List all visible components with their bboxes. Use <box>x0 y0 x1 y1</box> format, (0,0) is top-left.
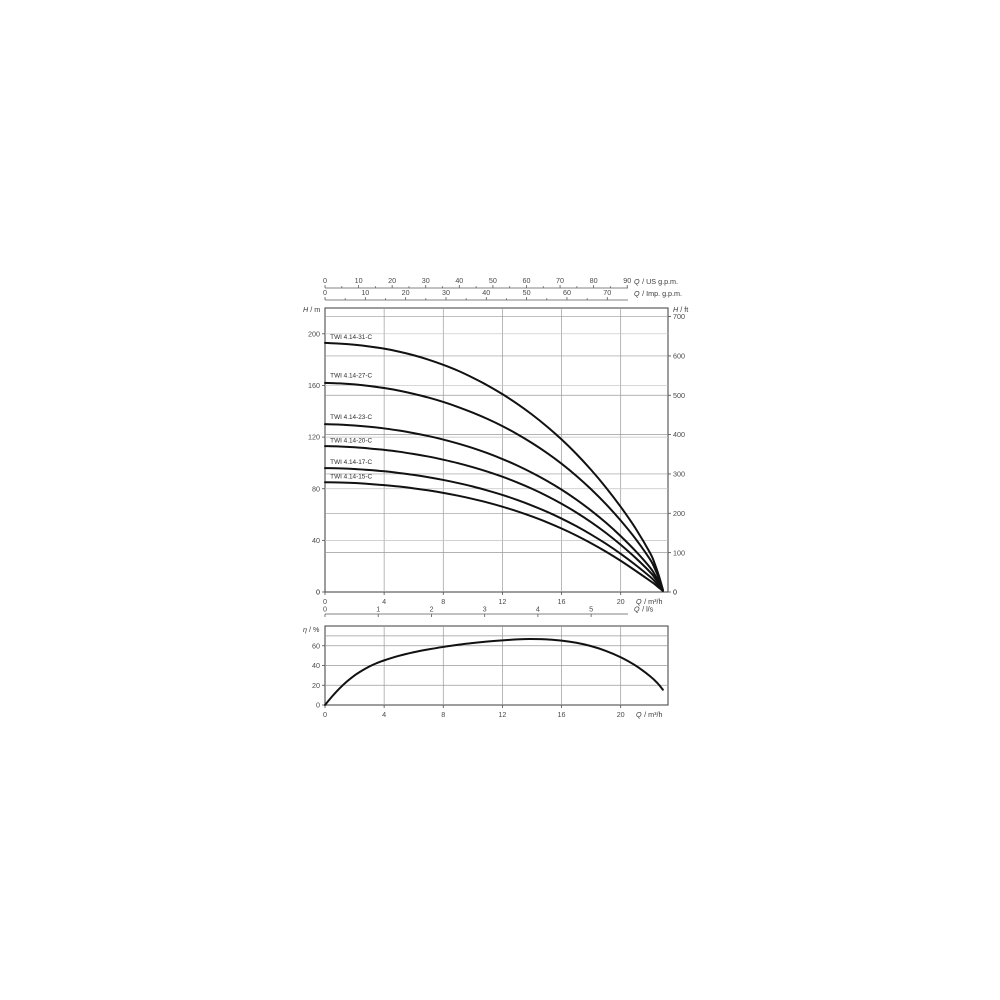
head-curve-label-3: TWI 4.14-20-C <box>330 437 372 444</box>
head-chart-ylabel-left: 40 <box>312 536 320 545</box>
ls-axis-tick-label: 0 <box>323 605 327 614</box>
head-chart-ylabel-right-title: H / ft <box>673 305 688 314</box>
head-curve-label-4: TWI 4.14-17-C <box>330 459 372 466</box>
imp-gpm-axis-tick-label: 50 <box>523 288 531 297</box>
efficiency-chart-xlabel: 20 <box>617 710 625 719</box>
head-chart-ylabel-left: 160 <box>308 381 320 390</box>
head-chart-ylabel-right: 0 <box>673 588 677 597</box>
us-gpm-axis-tick-label: 70 <box>556 276 564 285</box>
imp-gpm-axis-tick-label: 20 <box>402 288 410 297</box>
us-gpm-axis-tick-label: 20 <box>388 276 396 285</box>
efficiency-chart-xlabel: 0 <box>323 710 327 719</box>
head-chart-ylabel-left: 200 <box>308 329 320 338</box>
head-chart-xlabel-m3h: 4 <box>382 597 386 606</box>
head-chart-ylabel-left: 120 <box>308 433 320 442</box>
head-curve-label-1: TWI 4.14-27-C <box>330 373 372 380</box>
head-chart-xlabel-m3h: 0 <box>323 597 327 606</box>
efficiency-chart-ylabel: 20 <box>312 681 320 690</box>
head-curve-label-0: TWI 4.14-31-C <box>330 334 372 341</box>
head-curve-twi-4-14-17-c <box>324 467 664 592</box>
head-chart-xlabel-m3h: 8 <box>441 597 445 606</box>
imp-gpm-axis-tick-label: 40 <box>482 288 490 297</box>
ls-axis-tick-label: 2 <box>429 605 433 614</box>
head-chart-ylabel-right: 400 <box>673 430 685 439</box>
ls-axis-tick-label: 3 <box>483 605 487 614</box>
head-chart-xlabel-m3h: 16 <box>558 597 566 606</box>
ls-axis-tick-label: 1 <box>376 605 380 614</box>
efficiency-chart-ylabel: 40 <box>312 661 320 670</box>
us-gpm-axis-tick-label: 90 <box>623 276 631 285</box>
us-gpm-axis-tick-label: 0 <box>323 276 327 285</box>
head-curve-twi-4-14-31-c <box>324 341 664 591</box>
imp-gpm-axis-tick-label: 60 <box>563 288 571 297</box>
imp-gpm-axis-tick-label: 30 <box>442 288 450 297</box>
us-gpm-axis-tick-label: 40 <box>455 276 463 285</box>
head-curve-label-2: TWI 4.14-23-C <box>330 414 372 421</box>
head-curve-twi-4-14-15-c <box>324 481 664 592</box>
imp-gpm-axis-tick-label: 0 <box>323 288 327 297</box>
head-chart-frame <box>324 307 669 593</box>
us-gpm-axis-tick-label: 10 <box>355 276 363 285</box>
us-gpm-axis-axis-title: Q / US g.p.m. <box>634 277 678 286</box>
head-curve-label-5: TWI 4.14-15-C <box>330 473 372 480</box>
head-curve-twi-4-14-23-c <box>324 423 664 592</box>
head-chart-ylabel-right: 700 <box>673 312 685 321</box>
head-chart-xaxis-title-m3h: Q / m³/h <box>636 597 662 606</box>
efficiency-chart-ylabel: 0 <box>316 701 320 710</box>
efficiency-chart-xaxis-title: Q / m³/h <box>636 710 662 719</box>
efficiency-chart-ylabel: 60 <box>312 641 320 650</box>
head-curve-twi-4-14-20-c <box>324 445 664 592</box>
us-gpm-axis-tick-label: 30 <box>422 276 430 285</box>
imp-gpm-axis-axis-title: Q / Imp. g.p.m. <box>634 289 682 298</box>
us-gpm-axis-tick-label: 80 <box>590 276 598 285</box>
imp-gpm-axis-tick-label: 70 <box>603 288 611 297</box>
head-chart-ylabel-left: 80 <box>312 484 320 493</box>
head-chart-ylabel-right: 300 <box>673 470 685 479</box>
head-chart-xlabel-m3h: 12 <box>498 597 506 606</box>
head-chart-ylabel-left-title: H / m <box>303 305 320 314</box>
head-chart-xlabel-m3h: 20 <box>617 597 625 606</box>
head-chart-ylabel-right: 200 <box>673 509 685 518</box>
efficiency-chart-yaxis-title: η / % <box>303 625 320 634</box>
head-chart-origin-right: 0 <box>673 588 677 597</box>
ls-axis-title: Q / l/s <box>634 605 654 614</box>
us-gpm-axis-tick-label: 50 <box>489 276 497 285</box>
head-curve-twi-4-14-27-c <box>324 381 664 591</box>
head-chart-ylabel-left: 0 <box>316 588 320 597</box>
head-chart-ylabel-right: 500 <box>673 391 685 400</box>
head-chart-ylabel-right: 600 <box>673 352 685 361</box>
imp-gpm-axis-tick-label: 10 <box>361 288 369 297</box>
head-chart-origin-left: 0 <box>316 588 320 597</box>
efficiency-curve <box>324 638 664 706</box>
efficiency-chart-xlabel: 8 <box>441 710 445 719</box>
ls-axis-tick-label: 4 <box>536 605 540 614</box>
ls-axis-tick-label: 5 <box>589 605 593 614</box>
efficiency-chart-xlabel: 16 <box>558 710 566 719</box>
efficiency-chart-xlabel: 12 <box>498 710 506 719</box>
us-gpm-axis-tick-label: 60 <box>522 276 530 285</box>
efficiency-chart-xlabel: 4 <box>382 710 386 719</box>
head-chart-ylabel-right: 100 <box>673 548 685 557</box>
